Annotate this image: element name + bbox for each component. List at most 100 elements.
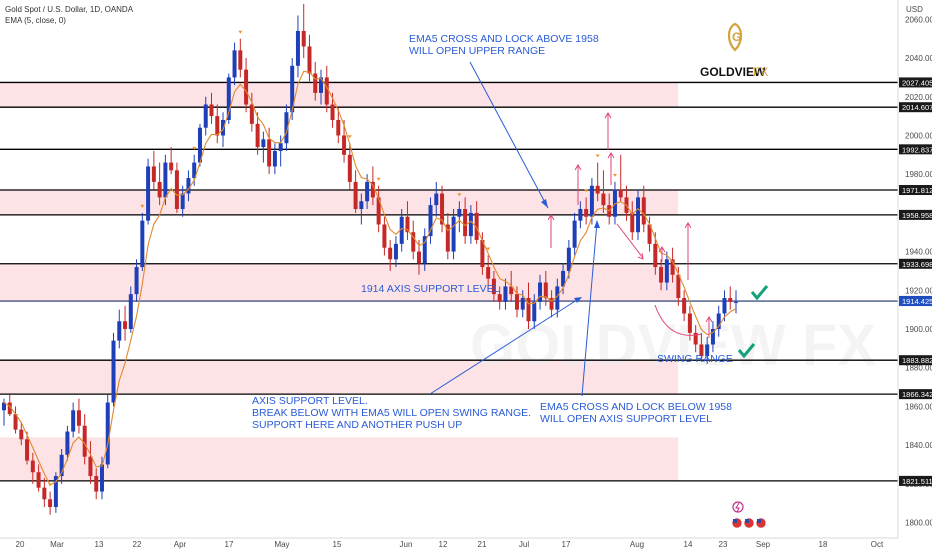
annotation-axis-line2: BREAK BELOW WITH EMA5 WILL OPEN SWING RA… — [252, 407, 531, 419]
candle-body — [267, 139, 272, 167]
candle-body — [370, 181, 375, 198]
candle — [618, 154, 623, 202]
candle-body — [261, 139, 266, 148]
candle — [434, 181, 439, 217]
annotation-upper-line1: EMA5 CROSS AND LOCK ABOVE 1958 — [409, 33, 599, 45]
lightning-icon[interactable] — [732, 501, 744, 513]
callout-arrow-upper — [469, 61, 549, 209]
candle — [151, 150, 156, 190]
time-tick-label: Mar — [50, 540, 64, 549]
candle — [19, 421, 24, 446]
candle-body — [561, 270, 566, 287]
candle — [463, 197, 468, 244]
candle-body — [82, 425, 87, 457]
candle — [474, 201, 479, 244]
candle-body — [65, 431, 70, 455]
level-tag-3 — [899, 185, 932, 196]
candle-body — [388, 247, 393, 260]
candle-body — [653, 243, 658, 268]
callout-arrow-axis — [429, 297, 581, 395]
candle — [7, 394, 12, 417]
time-tick-label: 15 — [333, 540, 342, 549]
time-tick-label: Aug — [630, 540, 644, 549]
candle — [422, 228, 427, 271]
candle-body — [630, 212, 635, 233]
candle — [601, 170, 606, 213]
candle — [693, 325, 698, 353]
level-tag-0 — [899, 77, 932, 88]
price-tick-label: 1920.00 — [905, 286, 932, 295]
candle — [140, 212, 145, 271]
candle — [612, 181, 617, 225]
candle — [197, 123, 202, 167]
candle-body — [272, 150, 277, 167]
candle-body — [693, 332, 698, 345]
candle-body — [76, 410, 81, 426]
flag-icon[interactable] — [731, 517, 767, 529]
level-lines — [0, 81, 898, 482]
candle — [203, 96, 208, 136]
candle-body — [197, 127, 202, 163]
candle — [411, 220, 416, 260]
candle — [255, 112, 260, 155]
candle — [272, 143, 277, 175]
candle — [699, 332, 704, 360]
zone-band-2 — [0, 263, 678, 302]
candle-body — [215, 116, 220, 136]
projection-arrows — [547, 112, 713, 338]
candle-body — [226, 77, 231, 120]
candle-body — [134, 267, 139, 295]
candle — [468, 205, 473, 244]
candle-body — [244, 69, 249, 105]
candle-body — [53, 476, 58, 508]
price-tick-label: 1840.00 — [905, 441, 932, 450]
candle — [486, 255, 491, 291]
candle — [480, 232, 485, 275]
candle-body — [399, 216, 404, 244]
logo-suffix: FX — [753, 65, 768, 79]
candle-body — [105, 402, 110, 465]
price-tick-label: 1860.00 — [905, 402, 932, 411]
swing-marker — [612, 173, 617, 177]
candle-body — [324, 77, 329, 105]
candle-body — [641, 197, 646, 225]
candle — [244, 58, 249, 113]
candle-body — [13, 414, 18, 430]
candle-body — [376, 197, 381, 225]
level-tag-label: 1883.882 — [902, 356, 932, 365]
level-tag-label: 2027.405 — [902, 78, 932, 87]
candle — [572, 212, 577, 256]
level-tag-label: 1933.698 — [902, 260, 932, 269]
candle — [336, 108, 341, 144]
price-tick-label: 1980.00 — [905, 170, 932, 179]
candle — [2, 398, 6, 426]
price-axis[interactable]: USD 1800.001820.001840.001860.001880.001… — [897, 0, 932, 538]
candle-body — [25, 439, 30, 461]
time-tick-label: 17 — [225, 540, 234, 549]
candle-body — [676, 274, 681, 299]
candle — [670, 247, 675, 283]
candle-body — [238, 50, 243, 70]
level-tag-7 — [899, 296, 932, 307]
swing-marker — [140, 204, 145, 208]
candle — [284, 104, 289, 151]
candle-body — [249, 104, 254, 124]
time-tick-label: 22 — [133, 540, 142, 549]
candle — [659, 259, 664, 291]
time-tick-label: 13 — [95, 540, 104, 549]
candle — [267, 127, 272, 175]
candle — [134, 259, 139, 302]
candle-body — [94, 476, 99, 492]
indicator-label: EMA (5, close, 0) — [5, 16, 66, 25]
candle — [347, 143, 352, 190]
level-tag-1 — [899, 102, 932, 113]
candle-body — [117, 321, 122, 341]
candle-body — [497, 294, 502, 302]
candle — [716, 305, 721, 337]
swing-marker — [192, 146, 197, 150]
candle — [722, 290, 727, 322]
callout-arrow-lower — [581, 221, 598, 397]
symbol-title: Gold Spot / U.S. Dollar, 1D, OANDA — [5, 5, 134, 14]
time-axis[interactable]: 20 Mar 13 22 Apr 17 May 15 Jun 12 21 Jul 17 Aug 14 23 Se… — [0, 537, 898, 549]
